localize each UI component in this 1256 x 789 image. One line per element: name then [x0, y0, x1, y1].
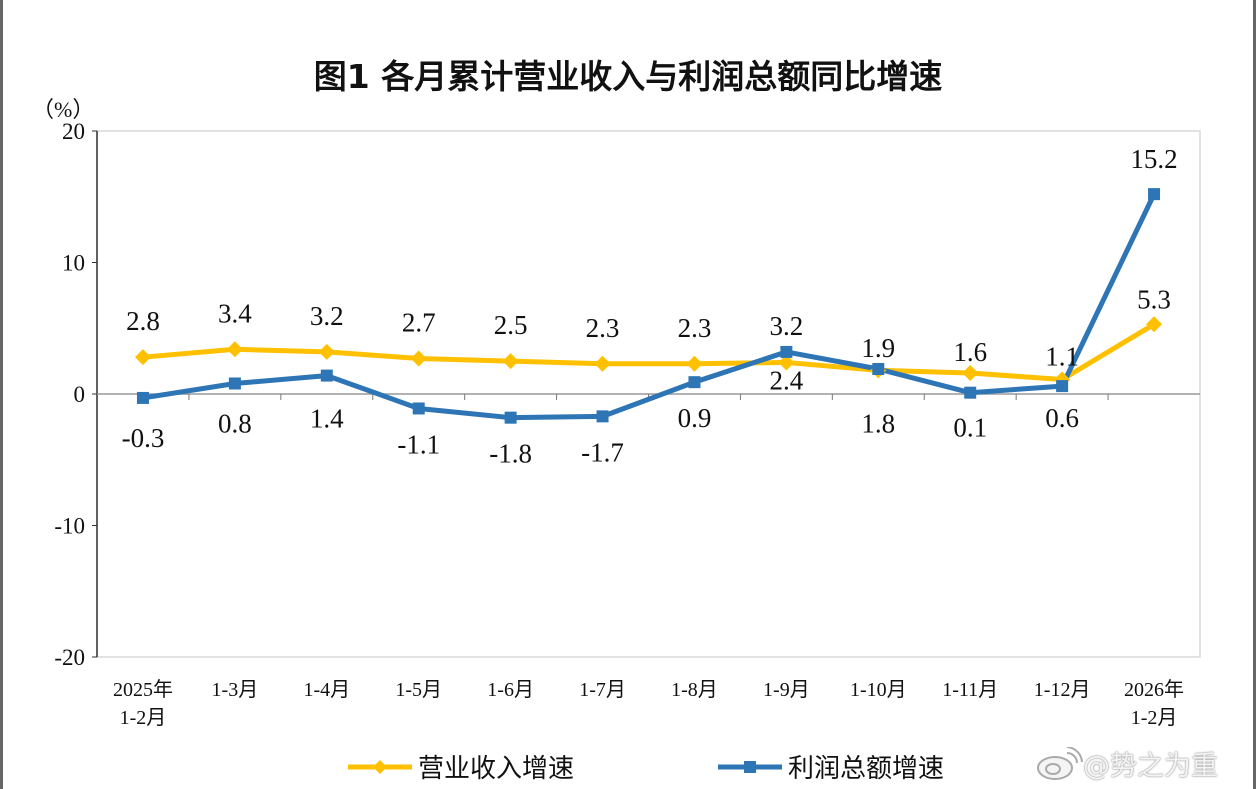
- data-point-profit: [136, 391, 149, 404]
- data-label-profit: 3.2: [770, 311, 804, 341]
- data-point-profit: [412, 402, 425, 415]
- data-label-profit: 15.2: [1130, 144, 1177, 174]
- data-point-profit: [1148, 188, 1161, 201]
- data-label-revenue: 1.6: [953, 337, 987, 367]
- data-label-revenue: 3.4: [218, 298, 252, 328]
- x-tick-label: 1-3月: [212, 679, 259, 701]
- data-label-revenue: 1.8: [861, 408, 895, 438]
- data-point-revenue: [226, 341, 243, 358]
- image-border-right: [1253, 0, 1256, 789]
- data-label-profit: 0.8: [218, 408, 252, 438]
- data-label-profit: -1.1: [397, 429, 440, 459]
- x-tick-label: 1-4月: [303, 679, 350, 701]
- legend-item-revenue: 营业收入增速: [348, 748, 574, 785]
- data-point-profit: [780, 345, 793, 358]
- legend-label-revenue: 营业收入增速: [418, 754, 575, 784]
- data-point-profit: [228, 377, 241, 390]
- x-tick-label: 1-2月: [1131, 707, 1178, 729]
- data-point-profit: [1056, 380, 1069, 393]
- data-label-profit: -0.3: [122, 423, 165, 453]
- data-label-profit: -1.7: [581, 437, 624, 467]
- x-tick-label: 1-8月: [671, 679, 718, 701]
- y-tick-label: 10: [62, 251, 85, 276]
- data-point-profit: [872, 363, 885, 376]
- data-point-profit: [688, 376, 701, 389]
- y-tick-label: -10: [54, 514, 85, 539]
- data-point-profit: [596, 410, 609, 423]
- data-label-profit: 1.9: [861, 333, 895, 363]
- x-tick-label: 1-12月: [1034, 679, 1091, 701]
- y-tick-label: 20: [62, 119, 85, 144]
- data-point-revenue: [778, 354, 795, 371]
- data-point-revenue: [134, 349, 151, 366]
- series-line-0: [142, 322, 1156, 383]
- data-label-profit: 0.1: [953, 413, 987, 443]
- weibo-logo-icon: [1037, 746, 1083, 780]
- x-tick-label: 1-6月: [487, 679, 534, 701]
- legend-revenue-swatch-icon: [348, 759, 412, 774]
- data-point-revenue: [318, 343, 335, 360]
- data-label-revenue: 5.3: [1137, 284, 1171, 314]
- image-border-left: [0, 0, 3, 789]
- y-tick-label: -20: [54, 645, 85, 670]
- data-point-revenue: [962, 364, 979, 381]
- data-label-revenue: 2.7: [402, 307, 436, 337]
- series-line-1: [142, 193, 1157, 421]
- x-tick-label: 1-7月: [579, 679, 626, 701]
- data-label-revenue: 3.2: [310, 301, 344, 331]
- x-tick-label: 1-10月: [850, 679, 907, 701]
- x-tick-label: 2026年: [1124, 678, 1184, 701]
- data-label-profit: -1.8: [489, 439, 532, 469]
- x-tick-label: 1-2月: [120, 707, 167, 729]
- data-point-profit: [320, 369, 333, 382]
- legend-item-profit: 利润总额增速: [718, 748, 944, 785]
- watermark-text: @势之为重: [1083, 751, 1218, 782]
- data-point-revenue: [1146, 316, 1163, 333]
- legend-label-profit: 利润总额增速: [788, 754, 945, 784]
- data-label-revenue: 2.5: [494, 310, 528, 340]
- data-label-revenue: 1.1: [1045, 342, 1079, 372]
- data-label-profit: 0.9: [678, 403, 712, 433]
- data-point-revenue: [594, 355, 611, 372]
- data-point-revenue: [686, 355, 703, 372]
- x-tick-label: 1-11月: [942, 679, 998, 701]
- x-tick-label: 1-5月: [395, 679, 442, 701]
- y-axis-unit: （%）: [32, 97, 95, 122]
- data-label-revenue: 2.3: [586, 313, 620, 343]
- data-point-profit: [964, 386, 977, 399]
- data-label-profit: 0.6: [1045, 403, 1079, 433]
- x-tick-label: 1-9月: [763, 679, 810, 701]
- x-tick-label: 2025年: [113, 678, 173, 701]
- data-label-revenue: 2.8: [126, 306, 160, 336]
- y-tick-label: 0: [74, 382, 86, 407]
- data-label-revenue: 2.4: [770, 365, 804, 395]
- data-point-profit: [504, 411, 517, 424]
- data-label-profit: 1.4: [310, 404, 344, 434]
- data-point-revenue: [502, 353, 519, 370]
- data-label-revenue: 2.3: [678, 313, 712, 343]
- chart-title: 图1 各月累计营业收入与利润总额同比增速: [313, 57, 943, 96]
- legend-profit-swatch-icon: [718, 760, 782, 773]
- watermark: @势之为重: [1035, 744, 1218, 783]
- data-point-revenue: [410, 350, 427, 367]
